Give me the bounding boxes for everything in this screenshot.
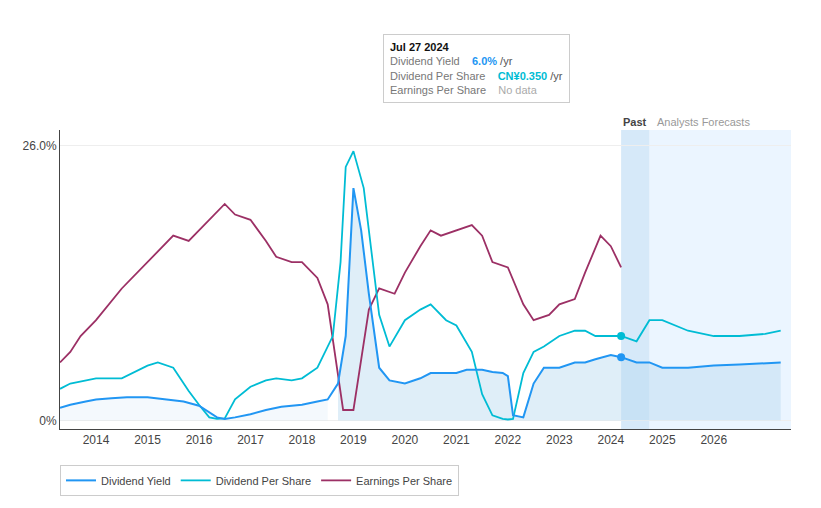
svg-text:2016: 2016: [186, 433, 213, 447]
svg-text:0%: 0%: [39, 414, 57, 428]
svg-text:2015: 2015: [134, 433, 161, 447]
svg-text:Jul 27 2024Dividend Yield 6: Jul 27 2024Dividend Yield 6.0% /yrDivide…: [390, 41, 563, 96]
svg-text:Past: Past: [623, 116, 647, 128]
svg-text:2020: 2020: [392, 433, 419, 447]
svg-text:2018: 2018: [289, 433, 316, 447]
svg-text:Analysts Forecasts: Analysts Forecasts: [657, 116, 750, 128]
svg-text:Dividend Per Share: Dividend Per Share: [216, 475, 311, 487]
svg-text:Earnings Per Share: Earnings Per Share: [356, 475, 452, 487]
svg-text:2023: 2023: [546, 433, 573, 447]
svg-text:Dividend Yield: Dividend Yield: [101, 475, 171, 487]
svg-text:2024: 2024: [597, 433, 624, 447]
svg-text:2025: 2025: [649, 433, 676, 447]
svg-text:2022: 2022: [495, 433, 522, 447]
svg-text:2026: 2026: [700, 433, 727, 447]
svg-text:26.0%: 26.0%: [23, 139, 57, 153]
svg-text:2017: 2017: [237, 433, 264, 447]
svg-text:2014: 2014: [83, 433, 110, 447]
svg-text:2021: 2021: [443, 433, 470, 447]
svg-text:2019: 2019: [340, 433, 367, 447]
